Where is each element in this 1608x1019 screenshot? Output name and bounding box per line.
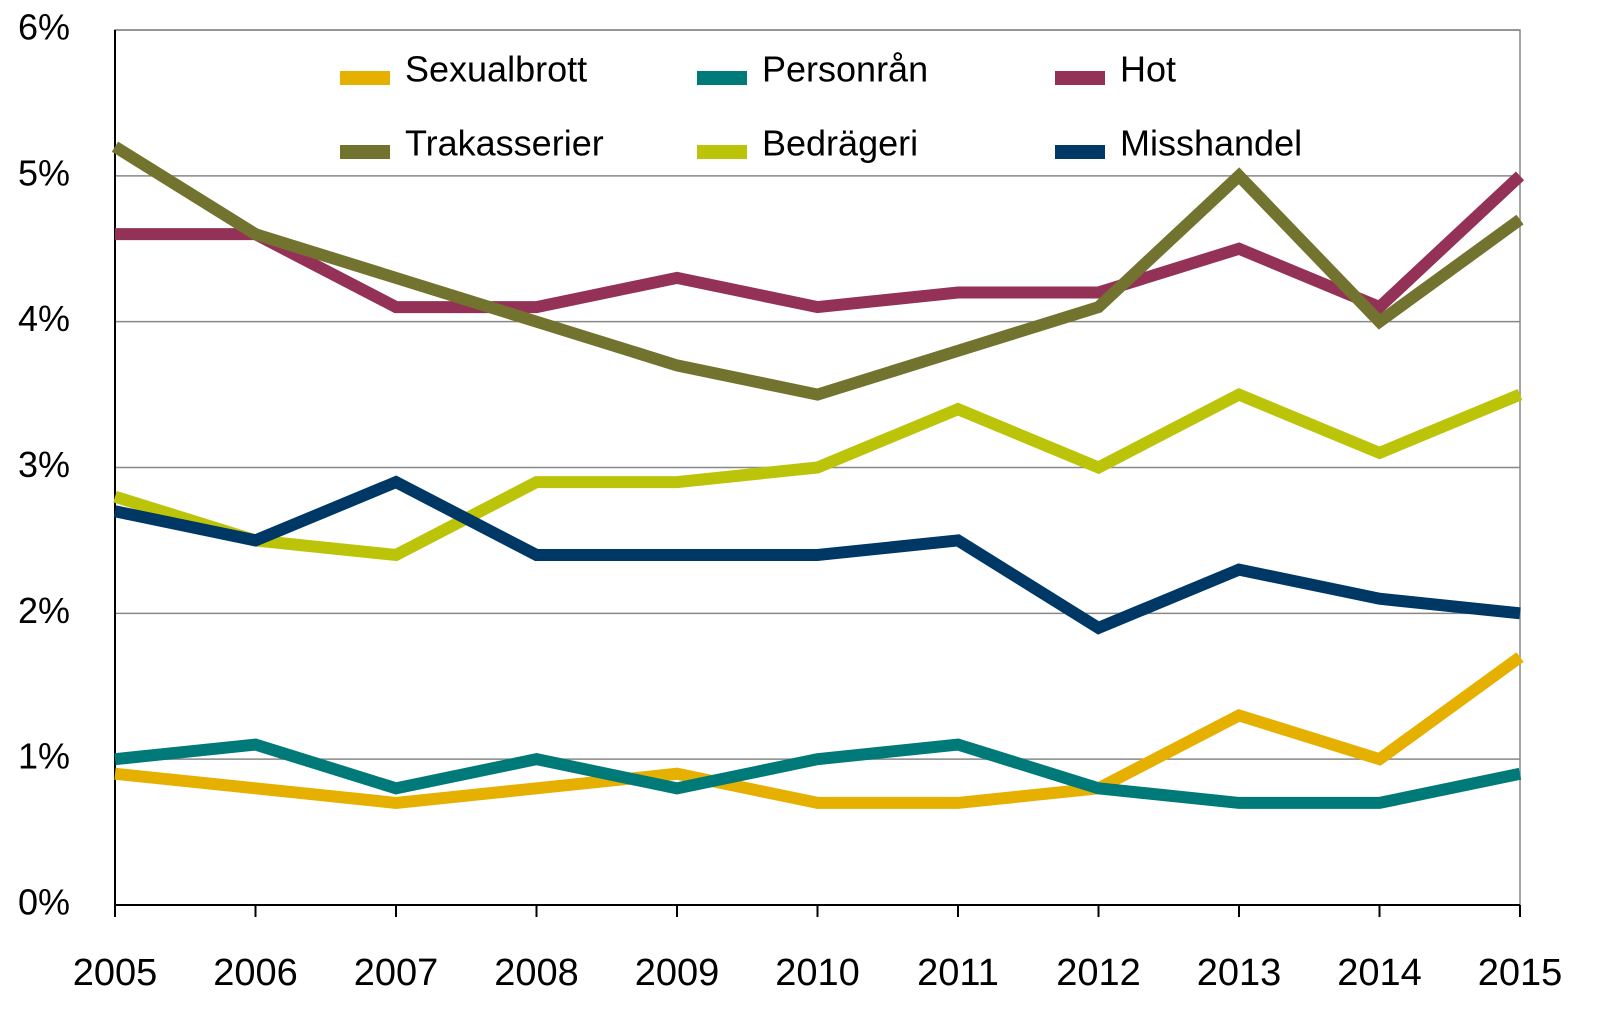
x-tick-label: 2008 bbox=[494, 952, 579, 994]
x-tick-label: 2010 bbox=[775, 952, 860, 994]
series-line bbox=[114, 738, 1522, 809]
x-tick-label: 2013 bbox=[1197, 952, 1282, 994]
legend-label: Trakasserier bbox=[405, 123, 604, 164]
x-tick-label: 2005 bbox=[73, 952, 158, 994]
x-tick-label: 2012 bbox=[1056, 952, 1141, 994]
x-tick-label: 2015 bbox=[1478, 952, 1563, 994]
legend-label: Misshandel bbox=[1120, 123, 1302, 164]
x-tick-label: 2014 bbox=[1337, 952, 1422, 994]
legend-swatch bbox=[1055, 71, 1105, 85]
y-tick-label: 5% bbox=[18, 152, 70, 193]
legend-swatch bbox=[1055, 145, 1105, 159]
legend-swatch bbox=[697, 71, 747, 85]
legend-label: Hot bbox=[1120, 49, 1176, 90]
legend-label: Bedrägeri bbox=[762, 123, 918, 164]
y-tick-label: 2% bbox=[18, 590, 70, 631]
y-tick-label: 4% bbox=[18, 298, 70, 339]
legend-swatch bbox=[697, 145, 747, 159]
legend-swatch bbox=[340, 71, 390, 85]
x-tick-label: 2007 bbox=[354, 952, 439, 994]
y-tick-label: 6% bbox=[18, 7, 70, 48]
x-tick-label: 2006 bbox=[213, 952, 298, 994]
legend-swatch bbox=[340, 145, 390, 159]
legend-label: Sexualbrott bbox=[405, 49, 587, 90]
series-line bbox=[111, 141, 1524, 401]
series-line bbox=[114, 652, 1524, 809]
x-tick-label: 2009 bbox=[635, 952, 720, 994]
series-line bbox=[113, 387, 1523, 562]
x-tick-label: 2011 bbox=[917, 952, 999, 994]
series-line bbox=[113, 475, 1521, 635]
legend-label: Personrån bbox=[762, 49, 928, 90]
y-tick-label: 0% bbox=[18, 882, 70, 923]
y-tick-label: 3% bbox=[18, 444, 70, 485]
series-line bbox=[115, 171, 1525, 315]
y-tick-label: 1% bbox=[18, 736, 70, 777]
